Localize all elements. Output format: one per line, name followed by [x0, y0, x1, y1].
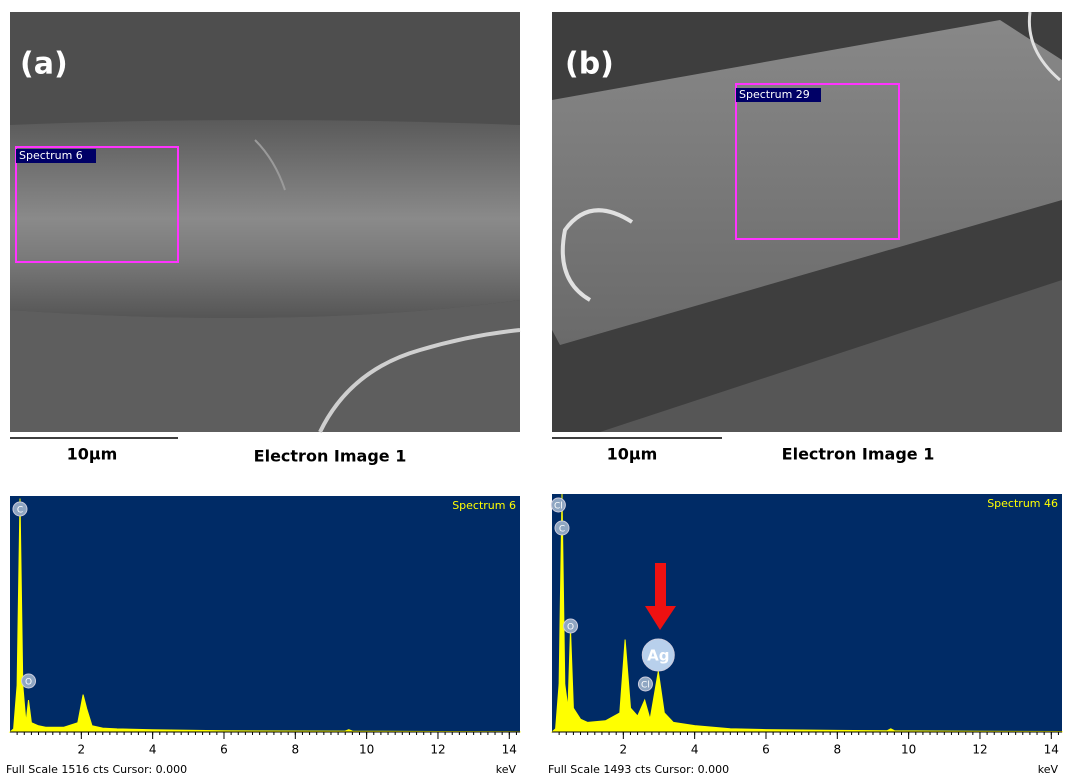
x-axis-label: keV [496, 763, 517, 776]
x-tick-label: 8 [291, 743, 299, 757]
spectrum-title: Spectrum 46 [987, 497, 1058, 510]
image-caption: Electron Image 1 [782, 445, 935, 464]
x-tick-label: 10 [901, 743, 916, 757]
x-tick-label: 2 [78, 743, 86, 757]
plot-background [10, 496, 520, 732]
x-tick-label: 4 [691, 743, 699, 757]
x-tick-label: 12 [972, 743, 987, 757]
x-tick-label: 12 [430, 743, 445, 757]
spectrum-box-label: Spectrum 29 [739, 88, 810, 101]
peak-label: Cl [554, 502, 563, 512]
x-tick-label: 8 [833, 743, 841, 757]
footer: Full Scale 1493 cts Cursor: 0.000 [548, 763, 729, 776]
peak-label: Ag [647, 647, 669, 665]
peak-label: O [25, 678, 32, 688]
sem-image-a: Spectrum 6 (a) [10, 12, 520, 432]
sem-image-b: Spectrum 29 (b) [552, 12, 1062, 432]
panel-label: (a) [20, 47, 68, 82]
scale-bar-label: 10μm [67, 445, 118, 464]
peak-label: C [559, 525, 565, 535]
spectrum-title: Spectrum 6 [452, 499, 516, 512]
x-tick-label: 6 [762, 743, 770, 757]
x-tick-label: 6 [220, 743, 228, 757]
peak-label: Cl [641, 681, 650, 691]
x-tick-label: 14 [502, 743, 517, 757]
spectrum-box-label: Spectrum 6 [19, 149, 83, 162]
x-tick-label: 2 [620, 743, 628, 757]
image-caption: Electron Image 1 [254, 447, 407, 466]
panel-label: (b) [565, 47, 614, 82]
x-axis-label: keV [1038, 763, 1059, 776]
x-tick-label: 14 [1044, 743, 1059, 757]
peak-label: C [17, 506, 23, 516]
peak-label: O [567, 623, 574, 633]
x-tick-label: 10 [359, 743, 374, 757]
footer: Full Scale 1516 cts Cursor: 0.000 [6, 763, 187, 776]
x-tick-label: 4 [149, 743, 157, 757]
scale-bar-label: 10μm [607, 445, 658, 464]
figure: Spectrum 6 (a) 10μm Electron Image 1 Spe… [0, 0, 1070, 778]
